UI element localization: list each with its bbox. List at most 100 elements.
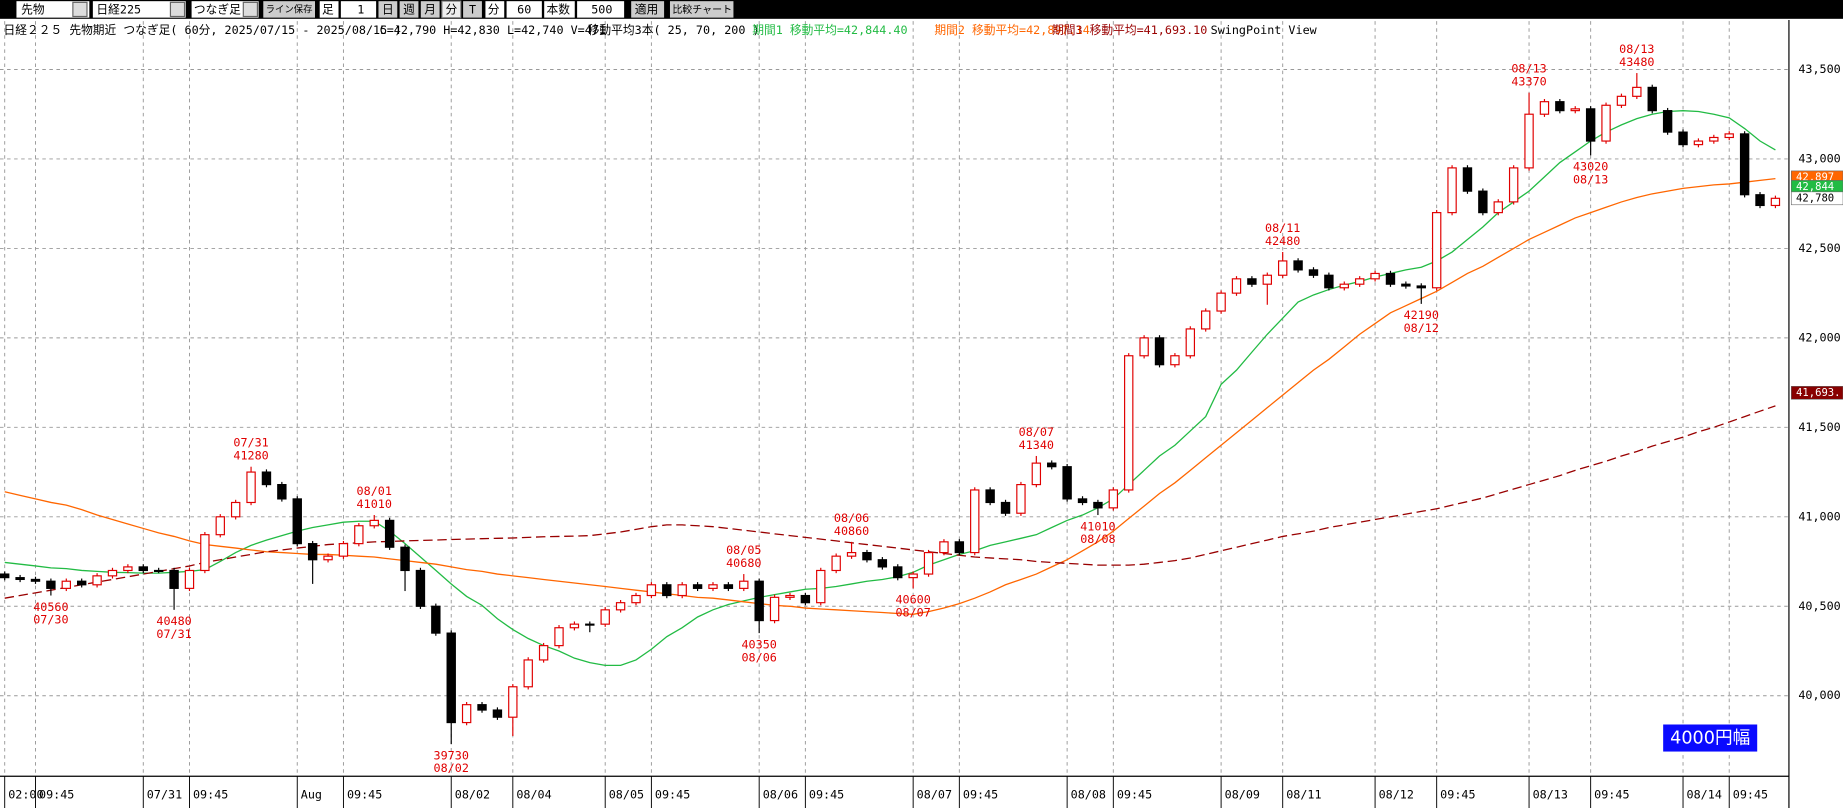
minute-button[interactable]: 分 [441, 0, 462, 19]
candle-body [230, 501, 241, 518]
candle-body [1739, 133, 1750, 196]
candle-body [1216, 292, 1226, 312]
candle-body [1231, 278, 1242, 294]
candle-body [461, 704, 472, 724]
candle-body [1293, 260, 1303, 271]
candle-body [61, 580, 71, 589]
input-text: 1 [357, 2, 364, 16]
candle-body [107, 569, 118, 577]
last-value-label: 41,693. [1796, 387, 1841, 399]
ma-line [4, 178, 1776, 615]
candle-body [492, 709, 503, 718]
candle-body [153, 569, 164, 573]
interval-input[interactable]: 60 [506, 1, 542, 18]
candle-body [1632, 86, 1642, 97]
chart-title: 日経２２５ 先物期近 つなぎ足( 60分, 2025/07/15 - 2025/… [4, 23, 402, 37]
candle-body [1139, 337, 1149, 357]
candle-body [46, 580, 56, 589]
x-tick-label: 07/31 [147, 788, 182, 802]
candle-body [400, 546, 410, 572]
candle-body [1524, 113, 1534, 169]
axis-bg [1788, 19, 1843, 808]
day-button[interactable]: 日 [378, 1, 398, 18]
candle-body [92, 575, 102, 586]
swing-price: 40350 [741, 637, 776, 651]
swing-date: 08/07 [1019, 425, 1054, 439]
candle-body [1031, 462, 1042, 486]
bar-input[interactable]: 1 [340, 1, 377, 18]
market-select[interactable]: 先物 [16, 1, 90, 18]
label-bg [544, 1, 575, 18]
candle-body [646, 584, 657, 597]
button-text: 分 [445, 2, 457, 16]
candles [0, 73, 1781, 745]
mode-text: つなぎ足 [194, 2, 241, 16]
candle-body [739, 580, 749, 589]
candle-body [123, 566, 133, 572]
swing-date: 08/08 [1080, 532, 1115, 546]
y-tick-label: 42,000 [1798, 330, 1840, 344]
candle-body [354, 525, 364, 545]
x-tick-label: 09:45 [1117, 788, 1152, 802]
compare-button[interactable]: 比較チャート [669, 1, 734, 18]
candle-body [261, 471, 272, 486]
swing-price: 40860 [834, 524, 869, 538]
candle-body [1662, 110, 1673, 133]
x-tick-label: 09:45 [39, 788, 74, 802]
candle-body [1601, 104, 1611, 142]
candle-body [0, 573, 10, 579]
candle-body [1709, 136, 1719, 142]
candle-body [1416, 285, 1426, 289]
week-button[interactable]: 週 [399, 1, 419, 18]
candle-body [1493, 201, 1503, 214]
symbol-text: 日経225 [96, 2, 141, 16]
tick-button[interactable]: T [463, 1, 482, 18]
candle-body [1616, 95, 1627, 106]
last-value-label: 42,780 [1796, 192, 1834, 204]
month-button[interactable]: 月 [420, 1, 440, 18]
range-badge: 4000円幅 [1663, 724, 1758, 752]
swing-price: 42190 [1404, 308, 1439, 322]
candle-body [662, 584, 672, 597]
candle-body [893, 566, 903, 579]
mode-select[interactable]: つなぎ足 [191, 1, 259, 18]
candle-body [184, 569, 195, 589]
candle-body [200, 534, 210, 572]
input-text: 500 [591, 2, 612, 16]
legend-entry: 期間3 移動平均=41,693.10 [1052, 23, 1207, 37]
candle-body [908, 573, 918, 579]
x-tick-label: 08/09 [1225, 788, 1260, 802]
candle-body [446, 632, 456, 724]
candle-body [615, 602, 626, 611]
candle-body [1431, 212, 1442, 289]
apply-button[interactable]: 適用 [631, 1, 665, 18]
ma-line [4, 405, 1776, 599]
x-tick-label: 08/02 [455, 788, 490, 802]
candle-body [30, 578, 41, 582]
swing-date: 08/06 [741, 650, 776, 664]
swing-price: 40560 [33, 600, 68, 614]
candle-body [554, 627, 564, 647]
x-tick-label: 09:45 [1733, 788, 1768, 802]
candle-body [215, 516, 225, 536]
symbol-select[interactable]: 日経225 [92, 1, 186, 18]
label-bg [319, 1, 339, 18]
x-tick-label: 09:45 [809, 788, 844, 802]
button-text: 比較チャート [672, 3, 732, 16]
swing-date: 08/05 [726, 543, 761, 557]
x-tick-label: 09:45 [1594, 788, 1629, 802]
candle-body [277, 484, 287, 500]
save-line-button[interactable]: ライン保存 [263, 1, 316, 18]
swing-price: 41010 [1080, 519, 1115, 533]
button-text: T [469, 2, 476, 16]
swing-date: 07/31 [156, 627, 191, 641]
count-input[interactable]: 500 [577, 1, 625, 18]
swing-price: 40600 [895, 593, 930, 607]
x-tick-label: 08/04 [516, 788, 551, 802]
candle-body [1277, 260, 1288, 276]
view-label: SwingPoint View [1211, 23, 1318, 37]
x-tick-label: 09:45 [193, 788, 228, 802]
